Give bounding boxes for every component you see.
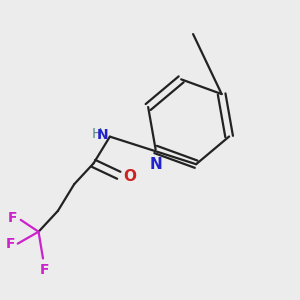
Text: O: O: [123, 169, 136, 184]
Text: N: N: [149, 157, 162, 172]
Text: N: N: [97, 128, 108, 142]
Text: F: F: [8, 212, 18, 225]
Text: F: F: [5, 237, 15, 250]
Text: H: H: [92, 127, 102, 141]
Text: F: F: [40, 263, 49, 277]
